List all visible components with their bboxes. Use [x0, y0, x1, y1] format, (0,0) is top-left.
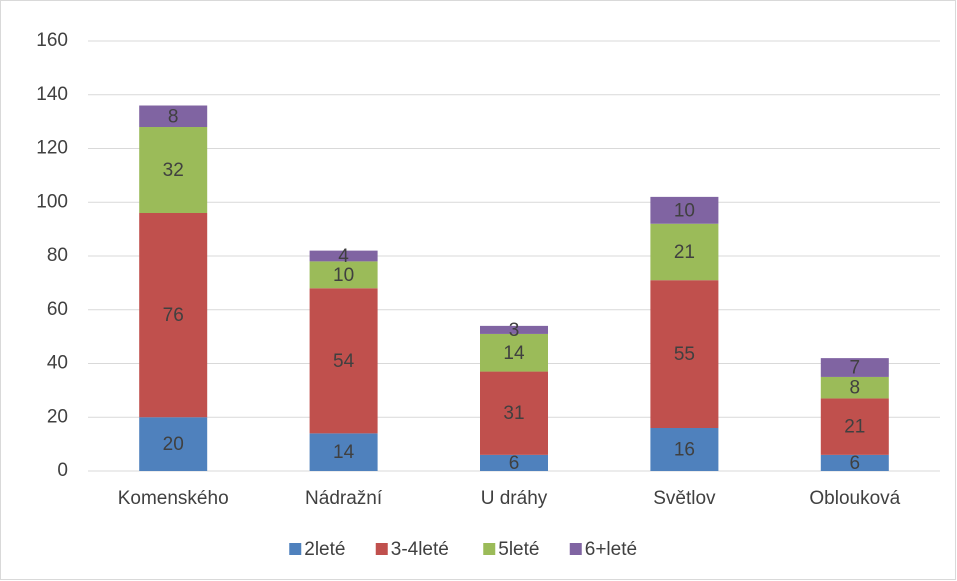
bar-segment — [139, 213, 208, 418]
y-tick-label: 40 — [47, 353, 68, 374]
legend-label: 2leté — [304, 539, 345, 560]
legend-label: 6+leté — [585, 539, 637, 560]
legend-label: 3-4leté — [391, 539, 449, 560]
data-label: 4 — [338, 246, 349, 267]
bar-segment — [480, 371, 548, 455]
bar-segment — [820, 358, 889, 377]
bar-segment — [820, 398, 889, 455]
bar-segment — [139, 417, 208, 471]
bar-segment — [820, 376, 889, 399]
bar-segment — [650, 280, 719, 428]
data-label: 6 — [850, 453, 861, 474]
y-tick-label: 20 — [47, 406, 68, 427]
x-tick-label: Světlov — [653, 488, 716, 509]
bar-segment — [309, 261, 378, 289]
y-tick-label: 120 — [36, 138, 68, 159]
y-tick-label: 0 — [57, 460, 68, 481]
data-label: 76 — [163, 305, 184, 326]
x-tick-label: U dráhy — [481, 488, 548, 509]
data-label: 7 — [850, 358, 861, 379]
bar-segment — [480, 325, 548, 334]
bar-segment — [139, 127, 208, 213]
y-tick-label: 160 — [36, 30, 68, 51]
data-label: 14 — [333, 442, 355, 463]
y-tick-label: 140 — [36, 84, 68, 105]
bar-segment — [820, 454, 889, 471]
data-label: 3 — [509, 320, 520, 341]
legend-swatch — [569, 543, 582, 555]
legend-swatch — [483, 543, 496, 555]
y-tick-label: 60 — [47, 299, 68, 320]
data-label: 10 — [333, 265, 354, 286]
bar-segment — [650, 223, 719, 281]
y-tick-label: 100 — [36, 191, 68, 212]
bar-segment — [309, 433, 378, 471]
bar-segment — [650, 428, 719, 471]
data-label: 21 — [844, 417, 865, 438]
data-label: 6 — [509, 453, 520, 474]
data-label: 20 — [163, 434, 184, 455]
bar-segment — [309, 288, 378, 434]
data-label: 31 — [503, 403, 524, 424]
data-label: 8 — [168, 106, 179, 127]
bar-segment — [139, 105, 208, 127]
legend-label: 5leté — [498, 539, 539, 560]
x-tick-label: Komenského — [118, 488, 229, 509]
legend-swatch — [289, 543, 302, 555]
legend-swatch — [375, 543, 388, 555]
bar-segment — [650, 196, 719, 224]
data-label: 10 — [674, 200, 695, 221]
data-label: 55 — [674, 344, 695, 365]
data-label: 32 — [163, 160, 184, 181]
data-label: 8 — [850, 378, 861, 399]
x-tick-label: Nádražní — [305, 488, 383, 509]
data-label: 21 — [674, 242, 695, 263]
bar-segment — [309, 250, 378, 262]
bar-segment — [480, 333, 548, 372]
data-label: 14 — [503, 343, 525, 364]
bar-segment — [480, 454, 548, 471]
data-label: 16 — [674, 440, 695, 461]
y-tick-label: 80 — [47, 245, 68, 266]
x-tick-label: Oblouková — [809, 488, 900, 509]
data-label: 54 — [333, 351, 355, 372]
